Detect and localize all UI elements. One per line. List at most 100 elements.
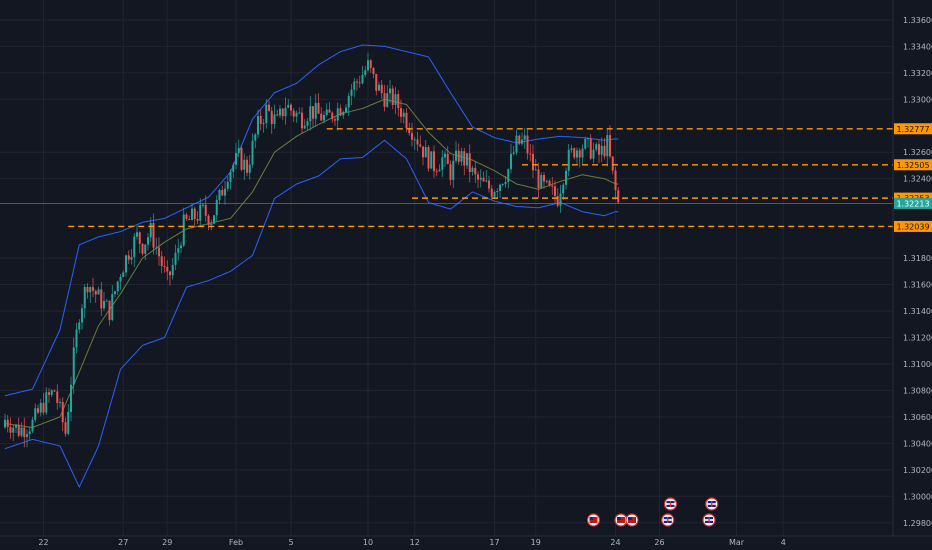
price-tick-label: 1.30400: [903, 439, 932, 448]
candle-body: [149, 223, 152, 238]
candle-body: [254, 134, 257, 141]
candles: [4, 52, 620, 448]
candle-body: [268, 104, 270, 111]
candle-body: [155, 247, 158, 249]
candle-body: [152, 223, 155, 248]
candle-body: [383, 93, 386, 107]
time-axis[interactable]: 22 27 29 Feb 5 10 12 17 19 24 26 Mar 4: [38, 538, 785, 547]
candle-body: [485, 180, 488, 182]
candle-body: [328, 109, 331, 113]
price-tick-label: 1.30000: [903, 492, 932, 501]
candle-body: [20, 427, 23, 436]
candle-body: [331, 112, 334, 120]
candle-body: [576, 150, 578, 158]
candle-body: [518, 135, 521, 144]
date-tick-label: 27: [118, 538, 128, 547]
candle-body: [279, 108, 281, 116]
candle-body: [526, 135, 529, 154]
candle-body: [31, 419, 34, 432]
candle-body: [259, 115, 262, 124]
candle-body: [408, 128, 411, 134]
candle-body: [284, 107, 287, 117]
candle-body: [180, 245, 182, 249]
candle-body: [463, 151, 466, 166]
candle-body: [334, 119, 336, 121]
price-lines: [0, 128, 893, 228]
candle-body: [45, 392, 48, 413]
us-flag-event-icon[interactable]: [586, 513, 601, 527]
candle-body: [325, 109, 328, 116]
candle-body: [303, 125, 306, 129]
candle-body: [587, 138, 589, 140]
candle-body: [468, 153, 471, 173]
candle-body: [199, 204, 202, 221]
candle-body: [364, 70, 367, 75]
us-flag-event-icon[interactable]: [625, 513, 639, 527]
candle-body: [48, 392, 50, 395]
candle-body: [361, 74, 364, 84]
candle-body: [378, 84, 380, 91]
candle-body: [147, 237, 149, 245]
gb-flag-event-icon[interactable]: [702, 513, 716, 527]
price-tick-label: 1.31000: [903, 360, 932, 369]
us-flag-event-icon[interactable]: [614, 513, 628, 527]
candle-body: [136, 232, 138, 237]
gb-flag-event-icon[interactable]: [663, 497, 678, 511]
price-tick-label: 1.33200: [903, 69, 932, 78]
price-axis[interactable]: 1.33600 1.33400 1.33200 1.33000 1.32600 1.324…: [903, 16, 932, 528]
candle-body: [479, 177, 482, 180]
candle-body: [4, 419, 6, 428]
gb-flag-event-icon[interactable]: [705, 497, 719, 511]
candle-body: [72, 347, 75, 385]
candle-body: [598, 144, 600, 155]
price-tick-label: 1.29800: [903, 519, 932, 528]
candle-body: [237, 148, 240, 153]
candle-body: [119, 277, 122, 282]
bollinger-basis-line: [4, 98, 619, 429]
price-line-label: 1.32505: [896, 161, 929, 170]
last-price-label-box: [894, 197, 932, 209]
candle-body: [444, 153, 446, 158]
candle-body: [188, 219, 191, 221]
candle-body: [78, 322, 81, 330]
candle-body: [185, 214, 188, 220]
candle-body: [39, 402, 42, 413]
candle-body: [273, 114, 276, 125]
candle-body: [251, 140, 254, 165]
candle-body: [457, 150, 460, 162]
candle-body: [320, 113, 323, 121]
candle-body: [595, 144, 598, 150]
date-tick-label: 19: [531, 538, 541, 547]
candle-body: [26, 434, 28, 438]
candle-body: [158, 247, 160, 257]
candle-body: [169, 271, 171, 276]
candle-body: [532, 153, 534, 171]
candle-body: [64, 422, 67, 434]
candle-body: [287, 104, 290, 108]
candle-body: [67, 411, 70, 434]
candle-body: [81, 308, 83, 323]
candle-body: [12, 427, 15, 433]
candle-body: [61, 401, 64, 423]
candle-body: [224, 188, 226, 196]
candle-body: [554, 186, 556, 197]
candle-body: [510, 153, 512, 170]
candle-body: [562, 184, 565, 194]
event-icons[interactable]: [586, 497, 719, 527]
candle-body: [507, 169, 510, 182]
candle-body: [59, 401, 61, 403]
candle-body: [386, 93, 389, 107]
candle-body: [565, 170, 567, 185]
candle-body: [312, 106, 314, 119]
candle-body: [103, 301, 105, 309]
candle-body: [548, 180, 551, 186]
candle-body: [345, 107, 347, 113]
candle-body: [213, 215, 215, 224]
candle-body: [515, 135, 518, 153]
candle-body: [42, 402, 45, 413]
candle-body: [262, 123, 265, 125]
gb-flag-event-icon[interactable]: [661, 513, 675, 527]
price-tick-label: 1.31200: [903, 333, 932, 342]
candle-body: [111, 294, 114, 320]
